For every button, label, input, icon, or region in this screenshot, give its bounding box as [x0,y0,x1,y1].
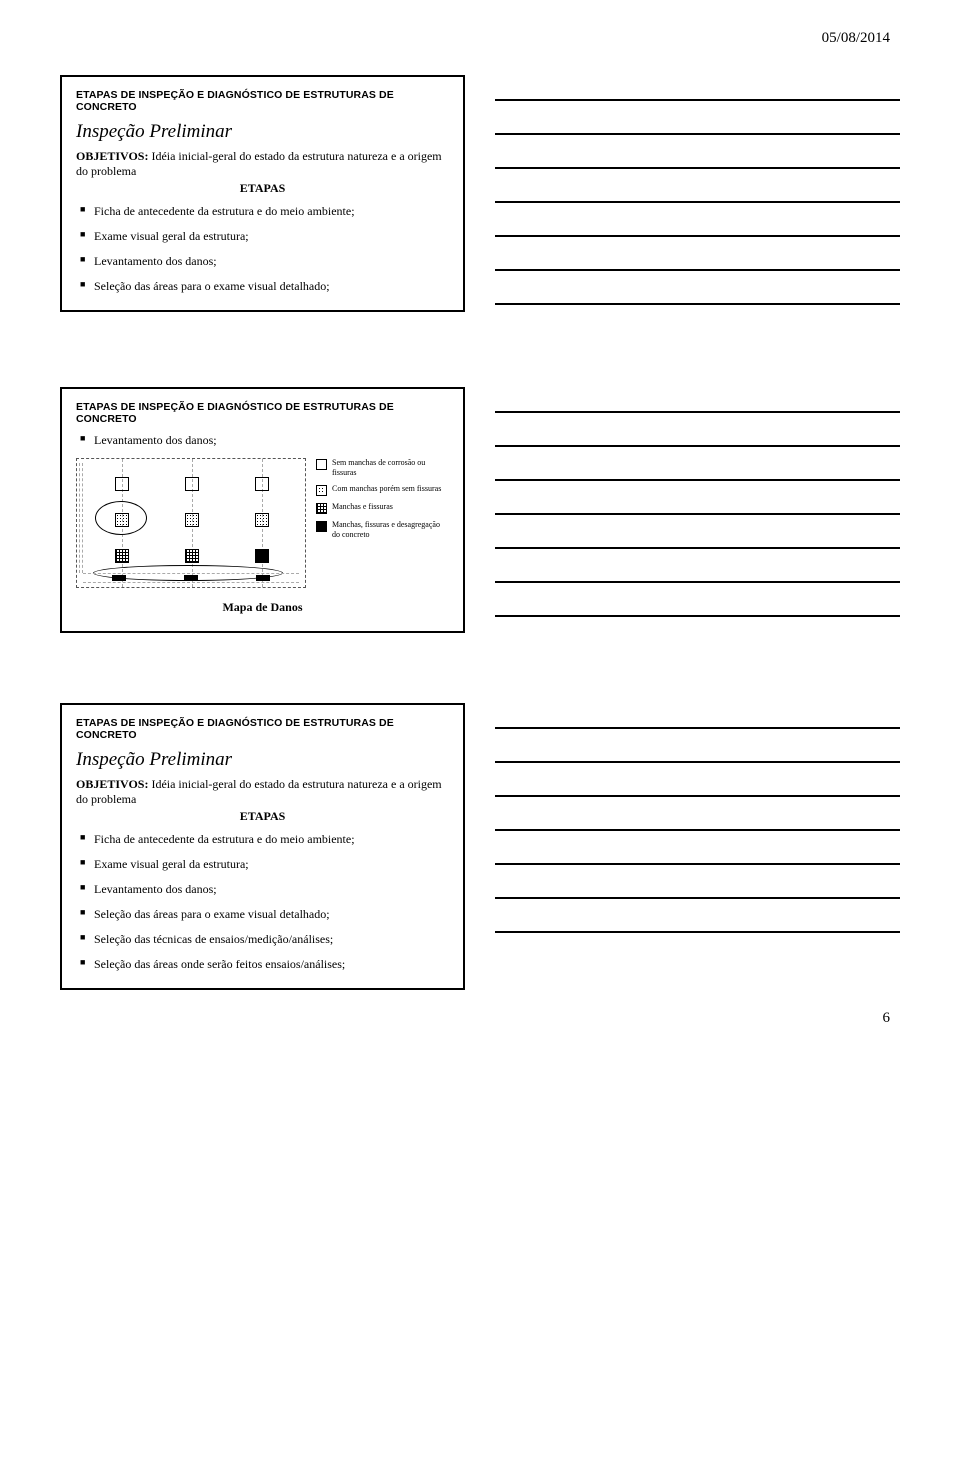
list-item: Seleção das técnicas de ensaios/medição/… [80,932,449,947]
map-label: Mapa de Danos [76,600,449,615]
slide-row-2: ETAPAS DE INSPEÇÃO E DIAGNÓSTICO DE ESTR… [60,387,900,633]
slide-1: ETAPAS DE INSPEÇÃO E DIAGNÓSTICO DE ESTR… [60,75,465,312]
note-line [495,79,900,101]
slide-3-title: Inspeção Preliminar [76,749,449,771]
note-line [495,741,900,763]
note-line [495,391,900,413]
slide-3-bullets: Ficha de antecedente da estrutura e do m… [76,832,449,972]
slide-1-title: Inspeção Preliminar [76,121,449,143]
note-line [495,595,900,617]
note-line [495,493,900,515]
diagram-cell [185,549,199,563]
list-item: Seleção das áreas para o exame visual de… [80,907,449,922]
legend-row: Com manchas porém sem fissuras [316,484,449,496]
list-item: Exame visual geral da estrutura; [80,229,449,244]
diagram-cell [115,477,129,491]
slide-1-etapas-label: ETAPAS [76,181,449,196]
slide-3-etapas-label: ETAPAS [76,809,449,824]
note-line [495,775,900,797]
slide-3-objectives: OBJETIVOS: Idéia inicial-geral do estado… [76,777,449,807]
list-item: Seleção das áreas para o exame visual de… [80,279,449,294]
list-item: Levantamento dos danos; [80,882,449,897]
legend: Sem manchas de corrosão ou fissuras Com m… [316,458,449,546]
damage-map-diagram [76,458,306,588]
note-line [495,459,900,481]
slide-1-bullets: Ficha de antecedente da estrutura e do m… [76,204,449,294]
slide-2-bullets: Levantamento dos danos; [76,433,449,448]
slide-1-header: ETAPAS DE INSPEÇÃO E DIAGNÓSTICO DE ESTR… [76,89,449,113]
list-item: Levantamento dos danos; [80,433,449,448]
note-line [495,911,900,933]
note-line [495,113,900,135]
legend-swatch [316,459,327,470]
legend-swatch [316,485,327,496]
note-line [495,527,900,549]
slide-row-1: ETAPAS DE INSPEÇÃO E DIAGNÓSTICO DE ESTR… [60,75,900,317]
diagram-cell [185,513,199,527]
note-line [495,181,900,203]
slide-2: ETAPAS DE INSPEÇÃO E DIAGNÓSTICO DE ESTR… [60,387,465,633]
slide-3-header: ETAPAS DE INSPEÇÃO E DIAGNÓSTICO DE ESTR… [76,717,449,741]
note-line [495,249,900,271]
slide-1-objectives: OBJETIVOS: Idéia inicial-geral do estado… [76,149,449,179]
diagram-cell [255,513,269,527]
list-item: Ficha de antecedente da estrutura e do m… [80,832,449,847]
note-line [495,425,900,447]
diagram-cell [255,477,269,491]
note-line [495,215,900,237]
legend-row: Manchas, fissuras e desagregação do conc… [316,520,449,540]
legend-swatch [316,521,327,532]
slide-2-header: ETAPAS DE INSPEÇÃO E DIAGNÓSTICO DE ESTR… [76,401,449,425]
note-line [495,147,900,169]
diagram-bottom-bar [83,573,299,583]
note-line [495,843,900,865]
legend-label: Sem manchas de corrosão ou fissuras [332,458,449,478]
notes-2 [495,387,900,629]
legend-label: Com manchas porém sem fissuras [332,484,441,494]
legend-label: Manchas, fissuras e desagregação do conc… [332,520,449,540]
notes-1 [495,75,900,317]
list-item: Exame visual geral da estrutura; [80,857,449,872]
diagram-cell [255,549,269,563]
note-line [495,809,900,831]
slide-3: ETAPAS DE INSPEÇÃO E DIAGNÓSTICO DE ESTR… [60,703,465,990]
legend-label: Manchas e fissuras [332,502,393,512]
page-number: 6 [60,1010,900,1027]
slide-row-3: ETAPAS DE INSPEÇÃO E DIAGNÓSTICO DE ESTR… [60,703,900,990]
list-item: Seleção das áreas onde serão feitos ensa… [80,957,449,972]
diagram-cell [185,477,199,491]
note-line [495,707,900,729]
diagram-wrap: Sem manchas de corrosão ou fissuras Com m… [76,458,449,588]
legend-swatch [316,503,327,514]
legend-row: Sem manchas de corrosão ou fissuras [316,458,449,478]
diagram-cell [115,549,129,563]
list-item: Levantamento dos danos; [80,254,449,269]
note-line [495,283,900,305]
note-line [495,561,900,583]
page-date: 05/08/2014 [60,30,900,47]
list-item: Ficha de antecedente da estrutura e do m… [80,204,449,219]
diagram-ellipse [95,501,147,535]
legend-row: Manchas e fissuras [316,502,449,514]
note-line [495,877,900,899]
notes-3 [495,703,900,945]
